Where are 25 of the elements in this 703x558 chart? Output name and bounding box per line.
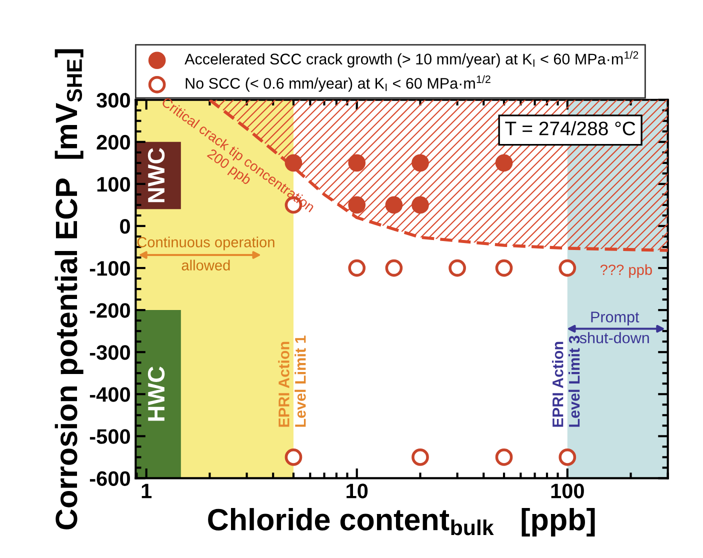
annotation: ??? ppb: [600, 264, 652, 278]
y-axis-title: Corrosion potential ECP [mV$_{SHE}$]: [54, 49, 84, 530]
x-tick-label: 1: [142, 484, 152, 498]
y-tick-label: 300: [96, 92, 130, 108]
x-tick-label: 10: [346, 484, 368, 498]
legend-label: No SCC (< 0.6 mm/year) at K$_{I}$ < 60 MPa·m$^{1/2}$: [186, 75, 490, 92]
y-tick-label: 0: [120, 218, 130, 234]
band-label: EPRI Action Level Limit 1: [278, 336, 306, 427]
x-tick-label: 100: [551, 484, 584, 498]
y-tick-label: -200: [90, 303, 130, 318]
band-label: HWC: [148, 366, 165, 421]
band-label: EPRI Action Level Limit 3: [552, 336, 580, 427]
y-tick-label: -300: [90, 345, 130, 360]
annotation: Continuous operation allowed: [137, 236, 274, 270]
y-tick-label: 100: [97, 176, 130, 192]
band-label: NWC: [148, 148, 165, 202]
annotation: Prompt shut-down: [580, 312, 649, 344]
y-tick-label: -100: [90, 261, 130, 276]
annotation: T = 274/288 °C: [505, 121, 636, 136]
text: Chloride content$_{bulk}$ [ppb]: [208, 508, 595, 537]
legend-label: Accelerated SCC crack growth (> 10 mm/year) at K$_{I}$ < 60 MPa·m$^{1/2}$: [184, 50, 638, 68]
y-tick-label: -400: [90, 387, 130, 402]
y-tick-label: -600: [90, 471, 130, 486]
y-tick-label: 200: [96, 134, 130, 150]
y-tick-label: -500: [90, 429, 130, 444]
